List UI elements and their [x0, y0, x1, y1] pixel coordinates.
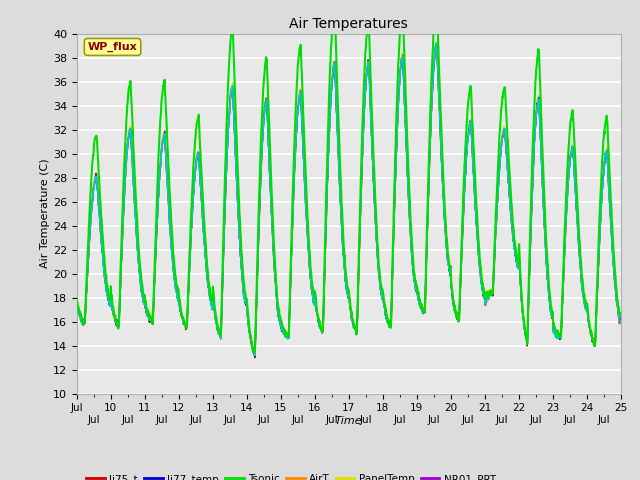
AirT — [477, 277, 485, 283]
Line: AirT: AirT — [77, 44, 621, 355]
li75_t — [611, 274, 618, 280]
Text: Jul: Jul — [563, 415, 576, 425]
Tsonic — [324, 114, 332, 120]
PanelTemp — [73, 300, 81, 305]
AirT — [73, 301, 81, 307]
NR01_PRT — [557, 328, 565, 334]
li75_t — [617, 319, 625, 325]
PanelTemp — [433, 39, 440, 45]
PanelTemp — [251, 351, 259, 357]
Line: NR01_PRT: NR01_PRT — [77, 44, 621, 356]
PanelTemp — [324, 147, 332, 153]
PanelTemp — [335, 156, 342, 162]
AM25T_PRT — [335, 156, 342, 162]
li77_temp — [324, 150, 332, 156]
li75_t — [335, 159, 342, 165]
li77_temp — [477, 281, 485, 287]
li75_t — [324, 149, 332, 155]
NR01_PRT — [432, 41, 440, 47]
li77_temp — [617, 320, 625, 326]
Line: AM25T_PRT: AM25T_PRT — [77, 43, 621, 356]
Text: Jul: Jul — [122, 415, 134, 425]
Text: Jul: Jul — [257, 415, 270, 425]
Tsonic — [73, 295, 81, 301]
NR01_PRT — [477, 280, 485, 286]
Tsonic — [477, 274, 485, 279]
AM25T_PRT — [158, 145, 166, 151]
NR01_PRT — [73, 300, 81, 306]
Text: Jul: Jul — [88, 415, 100, 425]
AM25T_PRT — [432, 40, 440, 46]
AirT — [335, 157, 342, 163]
PanelTemp — [158, 143, 166, 149]
X-axis label: Time: Time — [335, 416, 363, 426]
AirT — [324, 148, 332, 154]
Tsonic — [611, 260, 618, 265]
li77_temp — [432, 42, 440, 48]
Text: Jul: Jul — [189, 415, 202, 425]
NR01_PRT — [617, 319, 625, 325]
li75_t — [251, 355, 259, 360]
AM25T_PRT — [324, 149, 332, 155]
NR01_PRT — [335, 156, 342, 161]
AirT — [433, 41, 440, 47]
Line: PanelTemp: PanelTemp — [77, 42, 621, 354]
NR01_PRT — [611, 272, 618, 278]
Line: li75_t: li75_t — [77, 44, 621, 358]
Text: Jul: Jul — [291, 415, 304, 425]
Text: WP_flux: WP_flux — [88, 42, 138, 52]
li77_temp — [611, 273, 618, 278]
li77_temp — [335, 159, 342, 165]
li75_t — [158, 148, 166, 154]
Text: Jul: Jul — [326, 415, 338, 425]
li75_t — [73, 302, 81, 308]
PanelTemp — [611, 270, 618, 276]
li77_temp — [557, 327, 565, 333]
li77_temp — [251, 354, 259, 360]
NR01_PRT — [158, 145, 166, 151]
PanelTemp — [617, 321, 625, 326]
PanelTemp — [477, 278, 485, 284]
AM25T_PRT — [477, 282, 485, 288]
Text: Jul: Jul — [394, 415, 406, 425]
Tsonic — [158, 95, 166, 100]
Tsonic — [557, 326, 565, 332]
Tsonic — [335, 124, 342, 130]
Tsonic — [250, 350, 258, 356]
AM25T_PRT — [251, 353, 259, 359]
NR01_PRT — [251, 353, 259, 359]
AM25T_PRT — [611, 273, 618, 279]
AM25T_PRT — [73, 302, 81, 308]
Text: Jul: Jul — [223, 415, 236, 425]
li77_temp — [158, 147, 166, 153]
AirT — [617, 319, 625, 324]
AirT — [158, 144, 166, 150]
Title: Air Temperatures: Air Temperatures — [289, 17, 408, 31]
NR01_PRT — [324, 150, 332, 156]
AirT — [611, 272, 618, 278]
Text: Jul: Jul — [598, 415, 610, 425]
AirT — [557, 327, 565, 333]
li75_t — [477, 281, 485, 287]
Y-axis label: Air Temperature (C): Air Temperature (C) — [40, 159, 50, 268]
li75_t — [557, 330, 565, 336]
Text: Jul: Jul — [461, 415, 474, 425]
Line: Tsonic: Tsonic — [77, 2, 621, 353]
AM25T_PRT — [557, 328, 565, 334]
Text: Jul: Jul — [360, 415, 372, 425]
li77_temp — [73, 300, 81, 306]
li75_t — [432, 41, 440, 47]
PanelTemp — [557, 325, 565, 331]
AM25T_PRT — [617, 320, 625, 325]
Text: Jul: Jul — [529, 415, 542, 425]
Tsonic — [617, 312, 625, 318]
Tsonic — [433, 0, 440, 5]
Text: Jul: Jul — [156, 415, 168, 425]
AirT — [251, 352, 259, 358]
Line: li77_temp: li77_temp — [77, 45, 621, 357]
Text: Jul: Jul — [428, 415, 440, 425]
Text: Jul: Jul — [495, 415, 508, 425]
